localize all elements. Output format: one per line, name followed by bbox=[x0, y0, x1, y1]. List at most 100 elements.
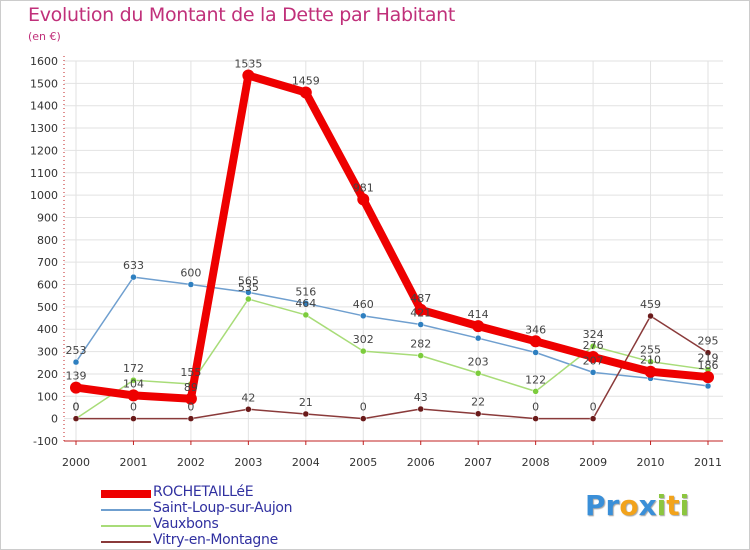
data-label-vitry-en-montagne: 0 bbox=[187, 401, 194, 414]
data-label-rochetaill-e: 1535 bbox=[234, 58, 262, 71]
data-label-saint-loup-sur-aujon: 460 bbox=[353, 298, 374, 311]
legend-swatch-saint-loup bbox=[101, 509, 151, 511]
data-label-saint-loup-sur-aujon: 421 bbox=[410, 307, 431, 320]
data-label-vitry-en-montagne: 0 bbox=[130, 401, 137, 414]
data-point-rochetaill-e bbox=[242, 69, 255, 82]
data-label-vitry-en-montagne: 43 bbox=[414, 391, 428, 404]
chart-title: Evolution du Montant de la Dette par Hab… bbox=[28, 4, 456, 26]
y-tick-label: 1200 bbox=[30, 144, 58, 157]
x-tick-label: 2005 bbox=[349, 456, 377, 469]
series-line-saint-loup-sur-aujon bbox=[75, 276, 709, 387]
data-point-vitry-en-montagne bbox=[647, 312, 654, 320]
legend-label-vitry: Vitry-en-Montagne bbox=[153, 532, 278, 548]
data-label-rochetaill-e: 1459 bbox=[292, 75, 320, 88]
data-label-vauxbons: 535 bbox=[238, 281, 259, 294]
data-point-rochetaill-e bbox=[127, 389, 140, 402]
data-point-saint-loup-sur-aujon bbox=[72, 358, 80, 366]
y-tick-label: 1300 bbox=[30, 122, 58, 135]
data-label-saint-loup-sur-aujon: 600 bbox=[180, 267, 201, 280]
data-point-saint-loup-sur-aujon bbox=[417, 321, 424, 328]
y-tick-label: 800 bbox=[37, 234, 58, 247]
data-label-rochetaill-e: 139 bbox=[66, 370, 87, 383]
data-point-vitry-en-montagne bbox=[72, 415, 80, 422]
data-label-vauxbons: 464 bbox=[295, 297, 316, 310]
data-label-saint-loup-sur-aujon: 565 bbox=[238, 274, 259, 287]
data-label-vauxbons: 255 bbox=[640, 344, 661, 357]
x-tick-label: 2003 bbox=[234, 456, 262, 469]
data-point-vauxbons bbox=[589, 342, 597, 350]
x-tick-label: 2010 bbox=[637, 456, 665, 469]
logo-letter: i bbox=[679, 489, 690, 522]
data-label-vitry-en-montagne: 295 bbox=[698, 335, 719, 348]
series-line-vauxbons bbox=[75, 298, 709, 420]
data-point-vauxbons bbox=[302, 311, 310, 319]
x-tick-label: 2009 bbox=[579, 456, 607, 469]
data-label-vauxbons: 203 bbox=[468, 355, 489, 368]
x-tick-label: 2006 bbox=[407, 456, 435, 469]
data-label-vitry-en-montagne: 459 bbox=[640, 298, 661, 311]
y-tick-label: 900 bbox=[37, 211, 58, 224]
y-tick-label: 300 bbox=[37, 346, 58, 359]
x-tick-label: 2001 bbox=[119, 456, 147, 469]
y-tick-label: 1100 bbox=[30, 167, 58, 180]
data-label-saint-loup-sur-aujon: 253 bbox=[66, 344, 87, 357]
data-label-rochetaill-e: 487 bbox=[410, 292, 431, 305]
series-line-vitry-en-montagne bbox=[75, 315, 709, 420]
y-tick-label: 200 bbox=[37, 368, 58, 381]
data-point-vauxbons bbox=[532, 388, 539, 395]
data-label-vauxbons: 324 bbox=[583, 328, 604, 341]
logo-letter: i bbox=[656, 489, 667, 522]
data-label-saint-loup-sur-aujon: 633 bbox=[123, 259, 144, 272]
data-point-rochetaill-e bbox=[357, 193, 370, 206]
logo-letter: o bbox=[619, 489, 639, 522]
data-label-rochetaill-e: 276 bbox=[583, 339, 604, 352]
data-point-rochetaill-e bbox=[702, 371, 714, 384]
chart-subtitle: (en €) bbox=[28, 30, 61, 43]
data-point-vitry-en-montagne bbox=[360, 415, 367, 422]
data-label-rochetaill-e: 186 bbox=[698, 359, 719, 372]
logo-letter: x bbox=[638, 489, 657, 522]
data-label-vitry-en-montagne: 0 bbox=[73, 401, 80, 414]
data-point-saint-loup-sur-aujon bbox=[302, 300, 310, 307]
data-label-vauxbons: 155 bbox=[180, 366, 201, 379]
proxiti-logo: Proxiti bbox=[585, 489, 689, 522]
data-label-vitry-en-montagne: 22 bbox=[471, 396, 485, 409]
data-point-vauxbons bbox=[245, 295, 252, 303]
legend-label-saint-loup: Saint-Loup-sur-Aujon bbox=[153, 500, 293, 516]
data-point-saint-loup-sur-aujon bbox=[474, 334, 482, 342]
data-point-saint-loup-sur-aujon bbox=[532, 349, 539, 356]
data-point-vitry-en-montagne bbox=[532, 415, 539, 422]
data-point-rochetaill-e bbox=[587, 350, 600, 363]
data-label-rochetaill-e: 981 bbox=[353, 181, 374, 194]
data-label-vauxbons: 0 bbox=[73, 401, 80, 414]
data-label-vauxbons: 122 bbox=[525, 373, 546, 386]
logo-letter: P bbox=[585, 489, 606, 522]
data-label-rochetaill-e: 414 bbox=[468, 308, 489, 321]
y-tick-label: 100 bbox=[37, 390, 58, 403]
y-tick-label: 700 bbox=[37, 256, 58, 269]
data-label-vitry-en-montagne: 0 bbox=[590, 401, 597, 414]
data-label-vauxbons: 302 bbox=[353, 333, 374, 346]
data-label-rochetaill-e: 104 bbox=[123, 377, 144, 390]
data-label-vauxbons: 219 bbox=[698, 352, 719, 365]
legend-label-rochetaillee: ROCHETAILLéE bbox=[153, 484, 254, 500]
y-tick-label: 1600 bbox=[30, 55, 58, 68]
x-tick-label: 2007 bbox=[464, 456, 492, 469]
y-tick-label: 0 bbox=[51, 413, 58, 426]
data-label-vitry-en-montagne: 0 bbox=[360, 401, 367, 414]
data-point-vitry-en-montagne bbox=[474, 410, 482, 417]
data-point-saint-loup-sur-aujon bbox=[589, 369, 597, 376]
legend-swatch-rochetaillee bbox=[101, 490, 151, 498]
data-label-rochetaill-e: 210 bbox=[640, 354, 661, 367]
x-tick-label: 2008 bbox=[522, 456, 550, 469]
data-point-vauxbons bbox=[647, 358, 654, 365]
y-tick-label: -100 bbox=[33, 435, 58, 448]
data-point-saint-loup-sur-aujon bbox=[704, 382, 712, 390]
y-tick-label: 500 bbox=[37, 301, 58, 314]
legend-item-vitry: Vitry-en-Montagne bbox=[101, 532, 421, 549]
data-point-rochetaill-e bbox=[70, 381, 82, 394]
data-point-saint-loup-sur-aujon bbox=[360, 312, 367, 320]
legend-item-vauxbons: Vauxbons bbox=[101, 516, 421, 533]
legend-label-vauxbons: Vauxbons bbox=[153, 516, 219, 532]
